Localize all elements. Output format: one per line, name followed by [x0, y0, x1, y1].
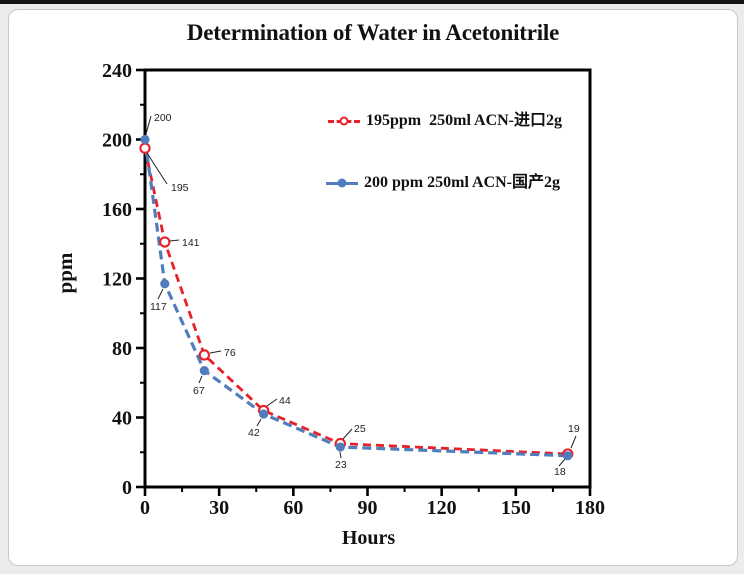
y-tick-label: 80	[112, 338, 132, 360]
data-point-open-circle	[159, 236, 171, 248]
y-tick-label: 0	[122, 477, 132, 499]
x-tick-label: 60	[283, 497, 303, 519]
x-tick-label: 180	[575, 497, 605, 519]
x-tick-label: 30	[209, 497, 229, 519]
legend-marker-imported	[328, 115, 360, 127]
data-point-open-circle	[198, 349, 210, 361]
point-annotation: 195	[171, 182, 189, 194]
point-annotation: 200	[154, 112, 172, 124]
point-annotation: 76	[224, 347, 236, 359]
data-point-filled-circle	[259, 409, 269, 419]
x-tick-label: 120	[427, 497, 457, 519]
legend-marker-domestic	[326, 177, 358, 189]
y-tick-label: 40	[112, 408, 132, 430]
data-point-open-circle	[139, 142, 151, 154]
data-point-filled-circle	[160, 279, 170, 289]
x-tick-label: 150	[501, 497, 531, 519]
point-annotation: 141	[182, 237, 200, 249]
legend-item-imported: 195ppm 250ml ACN-进口2g	[328, 112, 562, 130]
point-annotation: 42	[248, 427, 260, 439]
annotation-leader-line	[339, 451, 342, 459]
point-annotation: 19	[568, 423, 580, 435]
point-annotation: 25	[354, 423, 366, 435]
x-axis-title: Hours	[341, 527, 396, 549]
y-tick-label: 120	[102, 269, 132, 291]
annotation-leader-line	[209, 350, 222, 354]
open-circle-marker-icon	[339, 116, 349, 126]
legend-item-domestic: 200 ppm 250ml ACN-国产2g	[326, 174, 560, 192]
annotation-leader-line	[169, 239, 180, 242]
legend-label-domestic: 200 ppm 250ml ACN-国产2g	[364, 174, 561, 191]
y-tick-label: 200	[102, 130, 132, 152]
filled-circle-marker-icon	[337, 178, 347, 188]
point-annotation: 44	[279, 395, 291, 407]
point-annotation: 18	[554, 466, 566, 478]
annotation-leader-line	[157, 288, 164, 300]
chart-card	[8, 9, 738, 566]
chart-title: Determination of Water in Acetonitrile	[186, 20, 560, 45]
data-point-filled-circle	[140, 134, 150, 145]
x-tick-label: 90	[358, 497, 378, 519]
annotation-leader-line	[558, 458, 566, 467]
point-annotation: 23	[335, 459, 347, 471]
annotation-leader-line	[198, 375, 203, 384]
annotation-leader-line	[266, 398, 278, 407]
series-line-domestic	[143, 139, 568, 458]
x-tick-label: 0	[140, 497, 150, 519]
annotation-leader-line	[146, 152, 168, 185]
annotation-leader-line	[570, 435, 577, 449]
data-point-filled-circle	[335, 442, 345, 452]
top-border-strip	[0, 0, 744, 4]
legend-label-imported: 195ppm 250ml ACN-进口2g	[366, 112, 563, 129]
data-point-filled-circle	[563, 451, 573, 461]
annotation-leader-line	[342, 428, 353, 440]
data-point-filled-circle	[199, 365, 209, 376]
annotation-leader-line	[256, 418, 262, 427]
plot-frame	[143, 68, 592, 489]
series-line-imported	[143, 147, 568, 456]
point-annotation: 67	[193, 385, 205, 397]
annotation-leader-line	[145, 115, 152, 135]
point-annotation: 117	[150, 301, 167, 313]
y-tick-label: 240	[102, 60, 132, 82]
y-tick-label: 160	[102, 199, 132, 221]
